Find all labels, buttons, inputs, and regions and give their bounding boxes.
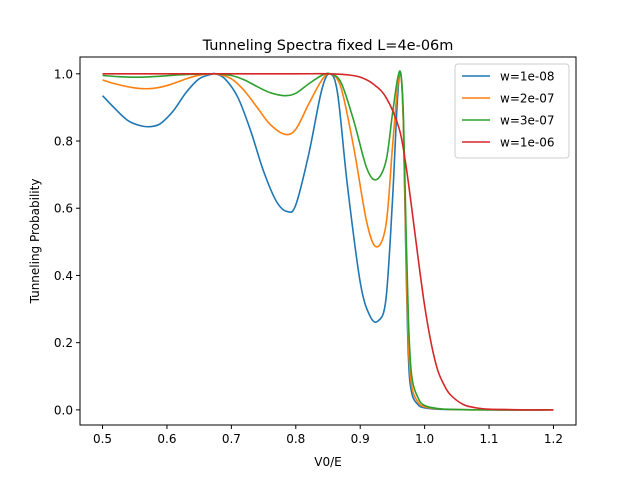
legend-label: w=3e-07	[500, 114, 555, 128]
series-line-2	[102, 70, 554, 411]
legend-label: w=1e-08	[500, 70, 555, 84]
y-axis-ticks: 0.0 0.2 0.4 0.6 0.8 1.0	[54, 67, 80, 417]
legend-box	[454, 63, 570, 159]
y-tick-label: 0.2	[54, 336, 73, 350]
x-axis-label: V0/E	[314, 455, 341, 469]
y-axis-label: Tunneling Probability	[28, 179, 42, 305]
x-tick-label: 0.9	[351, 432, 370, 446]
y-tick-label: 0.4	[54, 269, 73, 283]
y-tick-label: 0.0	[54, 403, 73, 417]
y-tick-label: 0.6	[54, 202, 73, 216]
x-tick-label: 0.6	[157, 432, 176, 446]
y-tick-label: 1.0	[54, 67, 73, 81]
x-tick-label: 0.5	[93, 432, 112, 446]
series-layer	[101, 70, 554, 411]
chart-title: Tunneling Spectra fixed L=4e-06m	[202, 38, 454, 54]
x-tick-label: 1.0	[415, 432, 434, 446]
legend-label: w=2e-07	[500, 92, 555, 106]
x-tick-label: 0.7	[222, 432, 241, 446]
x-tick-label: 0.8	[286, 432, 305, 446]
y-tick-label: 0.8	[54, 135, 73, 149]
x-tick-label: 1.2	[544, 432, 563, 446]
axes-frame	[79, 56, 577, 426]
legend-label: w=1e-06	[500, 136, 555, 150]
x-tick-label: 1.1	[479, 432, 498, 446]
x-axis-ticks: 0.5 0.6 0.7 0.8 0.9 1.0 1.1 1.2	[93, 425, 563, 446]
series-line-4	[102, 72, 554, 411]
legend: w=1e-08 w=2e-07 w=3e-07 w=1e-06	[454, 63, 570, 159]
